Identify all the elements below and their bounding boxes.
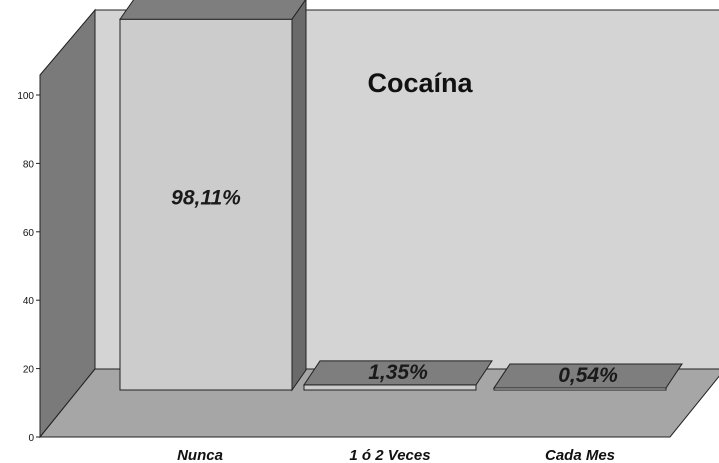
y-tick-label: 20 xyxy=(23,365,35,376)
y-tick-label: 0 xyxy=(28,433,34,444)
y-tick-label: 80 xyxy=(23,159,35,170)
category-label: 1 ó 2 Veces xyxy=(349,447,430,463)
side-wall xyxy=(39,8,96,439)
bar-top xyxy=(303,360,493,386)
category-labels: Nunca 1 ó 2 Veces Cada Mes xyxy=(177,447,615,463)
bar-front xyxy=(303,384,477,391)
y-axis-ticks: 0 20 40 60 80 100 xyxy=(17,91,40,444)
y-tick-label: 60 xyxy=(23,228,35,239)
bar-top xyxy=(119,0,307,20)
bar-side xyxy=(291,0,307,392)
category-label: Cada Mes xyxy=(545,447,615,463)
bar-top xyxy=(493,363,683,389)
data-label: 1,35% xyxy=(368,361,428,384)
data-label: 98,11% xyxy=(171,187,241,210)
chart-title: Cocaína xyxy=(367,68,473,98)
y-tick-label: 40 xyxy=(23,296,35,307)
bar-group xyxy=(119,0,683,392)
y-tick-label: 100 xyxy=(17,91,34,102)
data-label: 0,54% xyxy=(558,364,618,387)
category-label: Nunca xyxy=(177,447,223,463)
data-labels: 98,11% 1,35% 0,54% xyxy=(171,187,618,387)
